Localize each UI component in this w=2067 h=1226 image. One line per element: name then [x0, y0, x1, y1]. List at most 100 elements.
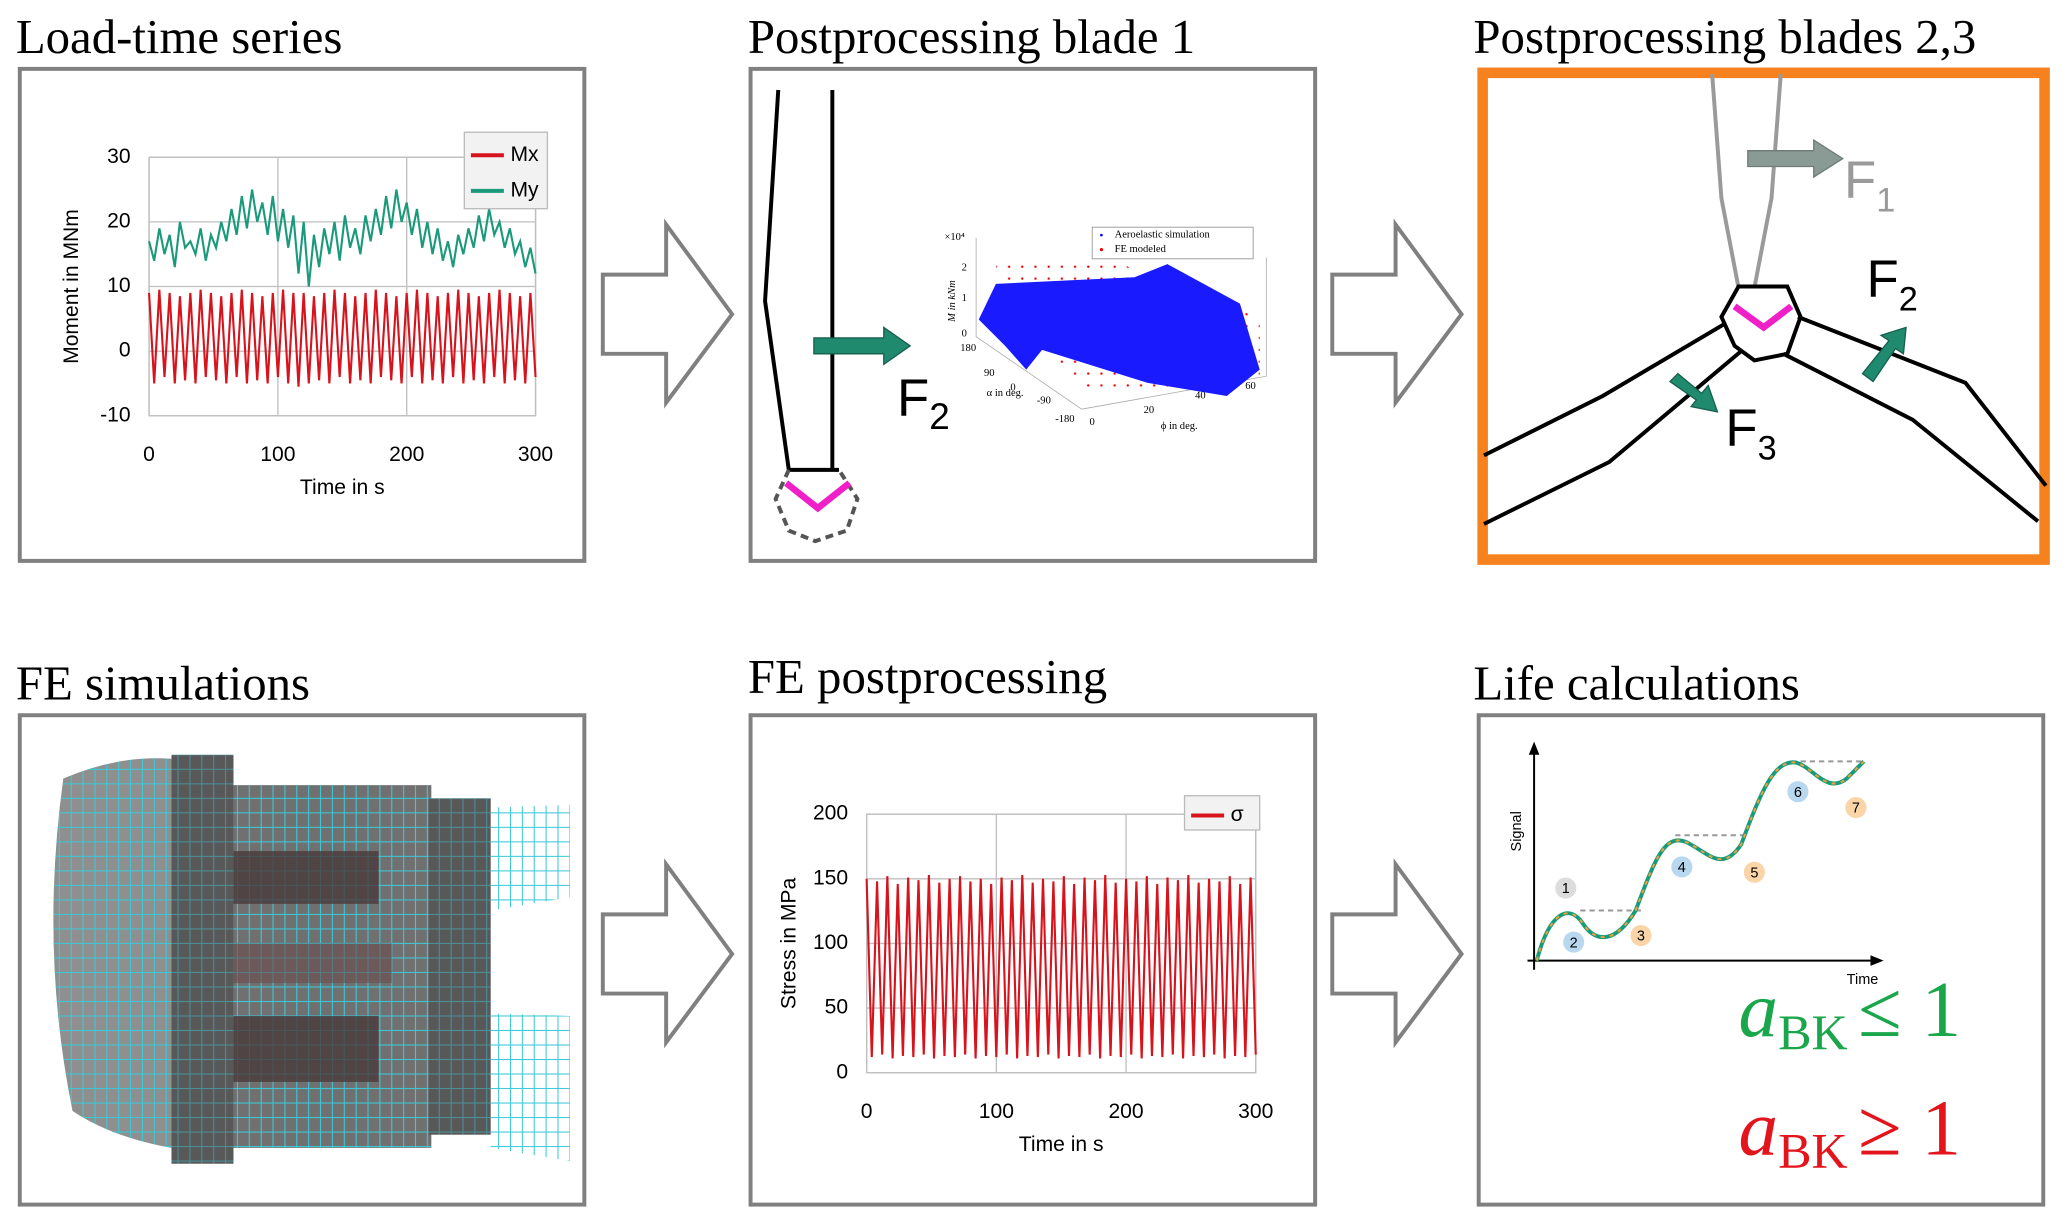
inset-tick: -180	[1055, 414, 1074, 425]
inset-legend: FE modeled	[1115, 244, 1167, 255]
force-subscript: 2	[929, 396, 950, 437]
cycle-label: 7	[1852, 801, 1860, 817]
cycle-marker	[1787, 781, 1809, 803]
force-symbol: F	[897, 369, 929, 428]
criterion-relation: ≥ 1	[1858, 1084, 1961, 1172]
force-subscript: 2	[1899, 280, 1918, 318]
x-tick-label: 0	[861, 1100, 873, 1123]
legend-label: My	[510, 178, 539, 201]
cycle-sketch	[1527, 741, 1884, 970]
cycle-label: 2	[1570, 935, 1578, 951]
inset-tick: -90	[1037, 396, 1051, 407]
criterion-subscript: BK	[1778, 1123, 1848, 1179]
legend-box	[463, 131, 549, 210]
x-tick-label: 200	[389, 443, 424, 466]
criterion-symbol: a	[1739, 966, 1779, 1054]
cycle-marker	[1630, 924, 1652, 947]
inset-axis-label: α in deg.	[987, 388, 1024, 399]
flow-arrow	[600, 218, 735, 409]
inset-axis-label: M in kNm	[947, 280, 958, 323]
inset-3d-plot: Aeroelastic simulation FE modeled ×10⁴ M…	[944, 226, 1267, 432]
inset-tick: 90	[984, 368, 995, 379]
y-tick-label: 10	[107, 274, 130, 297]
fe-model	[53, 754, 570, 1164]
cycle-label: 1	[1562, 881, 1570, 897]
cycle-label: 5	[1750, 865, 1758, 881]
force-arrow	[1861, 326, 1907, 383]
inset-tick: 60	[1245, 381, 1256, 392]
force-arrow	[1668, 372, 1719, 413]
y-tick-label: 200	[813, 802, 848, 825]
inset-axis-label: ϕ in deg.	[1161, 421, 1198, 432]
axis-label: Time	[1847, 972, 1879, 988]
y-tick-label: 20	[107, 209, 130, 232]
force-subscript: 3	[1758, 429, 1777, 467]
y-tick-label: 100	[813, 931, 848, 954]
inset-tick: 180	[960, 343, 976, 354]
panel-title: FE simulations	[16, 656, 310, 710]
cycle-marker	[1563, 931, 1585, 953]
legend-label: σ	[1231, 803, 1244, 826]
inset-tick: 1	[962, 293, 967, 304]
panel-title: Life calculations	[1473, 656, 1800, 710]
x-tick-label: 100	[260, 443, 295, 466]
flow-arrow	[1330, 858, 1465, 1049]
cycle-marker	[1555, 877, 1577, 899]
axis-label: Signal	[1509, 811, 1525, 851]
x-tick-label: 300	[518, 443, 553, 466]
force-symbol: F	[1866, 250, 1898, 309]
cycle-marker	[1845, 797, 1867, 819]
panel-title: FE postprocessing	[748, 650, 1107, 704]
panel-frame-highlight	[1477, 67, 2050, 565]
cycle-label: 3	[1637, 929, 1645, 945]
inset-tick: 2	[962, 262, 967, 273]
force-symbol: F	[1844, 151, 1876, 210]
force-arrow	[1747, 138, 1844, 179]
hub-drawing	[1483, 74, 2048, 526]
x-tick-label: 0	[143, 443, 155, 466]
inset-tick: 40	[1195, 390, 1206, 401]
x-axis-label: Time in s	[300, 476, 385, 499]
cycle-label: 6	[1794, 785, 1802, 801]
y-tick-label: 50	[825, 996, 848, 1019]
legend-label: Mx	[510, 143, 539, 166]
inset-legend: Aeroelastic simulation	[1115, 230, 1211, 241]
criterion-symbol: a	[1739, 1084, 1779, 1172]
criterion-subscript: BK	[1778, 1004, 1848, 1060]
force-subscript: 1	[1876, 181, 1895, 219]
force-label: F2	[1866, 250, 1917, 318]
flow-arrow	[1330, 218, 1465, 409]
inset-multiplier: ×10⁴	[944, 232, 964, 243]
inset-tick: 0	[1010, 383, 1015, 394]
series-line	[148, 289, 537, 387]
y-tick-label: 150	[813, 866, 848, 889]
criterion: aBK ≥ 1	[1739, 1084, 1962, 1178]
x-axis-label: Time in s	[1019, 1133, 1104, 1156]
force-label: F1	[1844, 151, 1895, 219]
cycle-label: 4	[1678, 860, 1686, 876]
panel-title: Load-time series	[16, 10, 343, 64]
y-axis-label: Stress in MPa	[778, 878, 801, 1010]
x-tick-label: 100	[979, 1100, 1014, 1123]
force-label: F2	[897, 369, 950, 437]
inset-tick: 20	[1144, 405, 1155, 416]
force-arrow	[813, 326, 912, 366]
inset-tick: 0	[962, 328, 967, 339]
y-tick-label: 0	[836, 1060, 848, 1083]
force-symbol: F	[1725, 399, 1757, 458]
force-label: F3	[1725, 399, 1776, 467]
series-line	[865, 874, 1257, 1059]
flow-arrow	[600, 858, 735, 1049]
inset-tick: 0	[1090, 417, 1095, 428]
blade-drawing	[763, 89, 860, 544]
x-tick-label: 300	[1238, 1100, 1273, 1123]
y-axis-label: Moment in MNm	[60, 209, 83, 364]
panel-title: Postprocessing blades 2,3	[1473, 10, 1976, 64]
legend-box	[1183, 795, 1261, 831]
y-tick-label: -10	[100, 403, 131, 426]
criterion-relation: ≤ 1	[1858, 966, 1961, 1054]
x-tick-label: 200	[1108, 1100, 1143, 1123]
criterion: aBK ≤ 1	[1739, 966, 1962, 1060]
y-tick-label: 0	[119, 339, 131, 362]
